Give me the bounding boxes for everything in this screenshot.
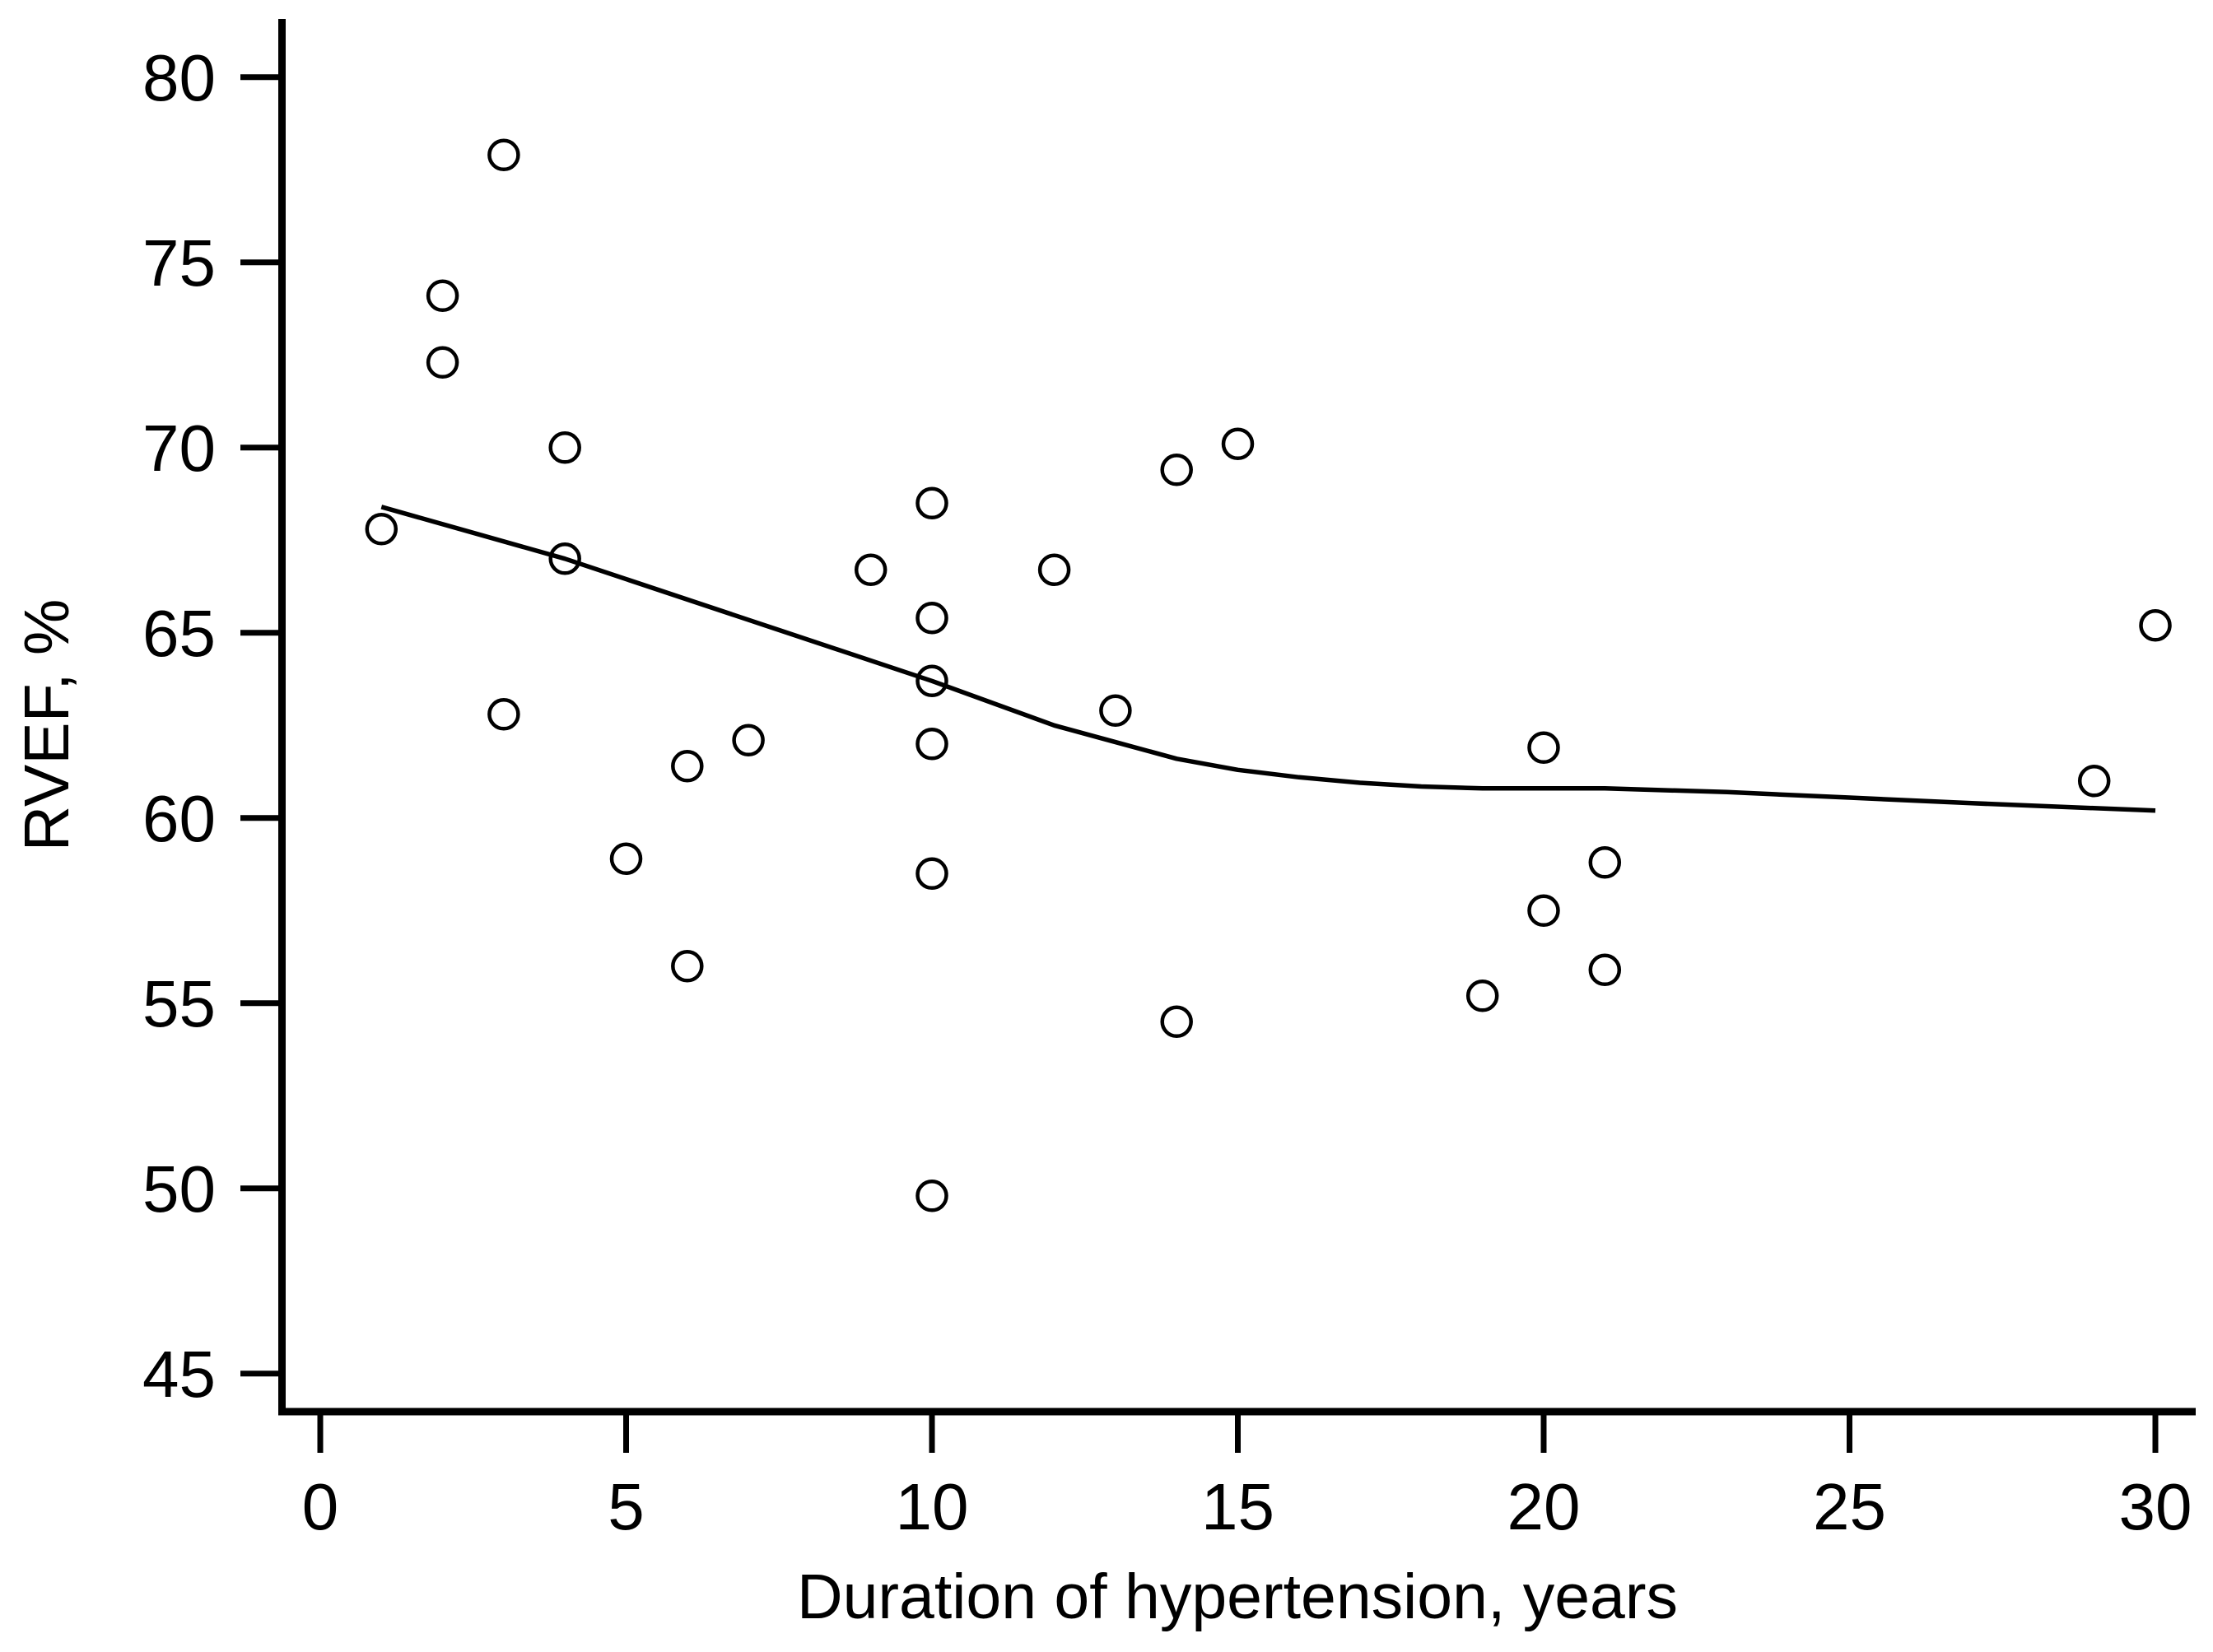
y-tick-label: 70 xyxy=(142,412,216,485)
y-tick-label: 65 xyxy=(142,597,216,670)
x-tick-label: 0 xyxy=(302,1470,339,1543)
x-tick-label: 15 xyxy=(1201,1470,1274,1543)
data-point xyxy=(2077,765,2111,798)
y-tick-label: 50 xyxy=(142,1152,216,1226)
x-tick-label: 10 xyxy=(896,1470,969,1543)
data-point xyxy=(1527,731,1560,765)
data-point xyxy=(1221,427,1255,461)
trend-line xyxy=(380,505,2156,813)
data-point xyxy=(915,728,948,761)
x-tick-label: 25 xyxy=(1813,1470,1886,1543)
data-point xyxy=(1160,454,1193,486)
data-point xyxy=(915,602,948,635)
data-point xyxy=(1588,953,1622,987)
x-tick-label: 20 xyxy=(1507,1470,1581,1543)
data-point xyxy=(548,431,581,464)
data-point xyxy=(426,279,459,313)
data-point xyxy=(1160,1005,1193,1039)
data-point xyxy=(1099,694,1132,728)
data-point xyxy=(1037,553,1071,587)
x-tick-label: 30 xyxy=(2119,1470,2192,1543)
data-point xyxy=(915,857,948,891)
data-point xyxy=(487,138,520,172)
data-point xyxy=(671,950,704,983)
y-tick-label: 55 xyxy=(142,967,216,1040)
data-point xyxy=(2139,609,2172,642)
y-tick-label: 80 xyxy=(142,41,216,114)
data-point xyxy=(609,842,643,876)
data-point xyxy=(426,346,459,379)
data-point xyxy=(915,486,948,520)
data-point xyxy=(915,1180,948,1212)
x-axis-title: Duration of hypertension, years xyxy=(797,1561,1678,1632)
y-axis-title: RVEF, % xyxy=(12,599,82,852)
data-point xyxy=(1527,894,1560,928)
data-point xyxy=(1588,846,1622,879)
data-point xyxy=(365,513,398,546)
data-point xyxy=(548,542,581,575)
data-point xyxy=(732,724,765,757)
data-point xyxy=(915,664,948,698)
data-point xyxy=(671,750,704,783)
y-tick-label: 75 xyxy=(142,226,216,300)
y-tick-label: 45 xyxy=(142,1338,216,1411)
x-tick-label: 5 xyxy=(608,1470,645,1543)
data-point xyxy=(854,553,888,587)
plot-area: 45 50 55 60 65 70 75 80 0 5 10 15 20 25 30 xyxy=(142,19,2196,1543)
data-point xyxy=(487,698,520,731)
data-point xyxy=(1465,980,1499,1012)
y-tick-label: 60 xyxy=(142,782,216,855)
